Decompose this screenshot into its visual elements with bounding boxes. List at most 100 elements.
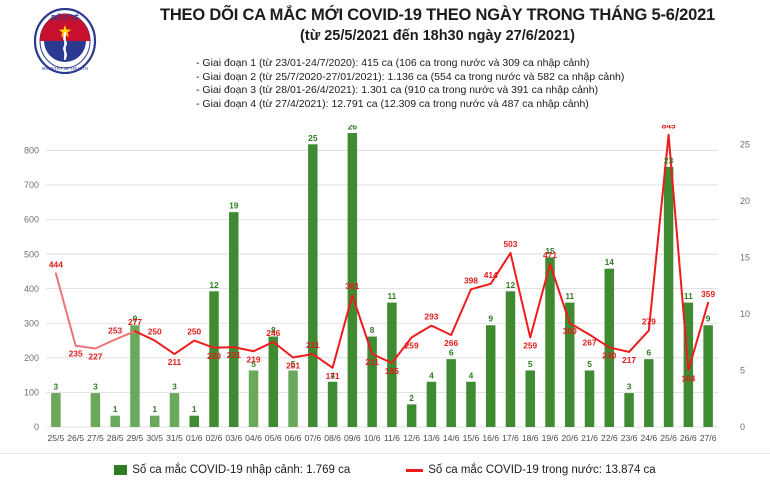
bar-09-6 — [347, 133, 358, 427]
line-series — [54, 133, 710, 372]
right-axis-tick: 20 — [740, 196, 750, 206]
bar-01-6 — [189, 415, 199, 427]
bar-25-6 — [663, 166, 674, 427]
x-axis-tick-30-5: 30/5 — [146, 433, 163, 443]
line-value-label: 219 — [247, 354, 261, 364]
left-axis-tick: 500 — [24, 249, 39, 259]
bar-29-5 — [130, 325, 140, 427]
right-axis-tick: 5 — [740, 366, 745, 376]
x-axis-tick-27-5: 27/5 — [87, 433, 104, 443]
bar-value-label: 3 — [93, 382, 98, 392]
x-axis-tick-25-6: 25/6 — [660, 433, 677, 443]
bar-15-6 — [466, 381, 476, 427]
bar-30-5 — [149, 415, 160, 427]
bar-18-6 — [525, 370, 535, 427]
line-value-label: 211 — [365, 357, 379, 367]
x-axis-tick-08-6: 08/6 — [324, 433, 341, 443]
bar-value-label: 4 — [330, 370, 335, 380]
phase-item-3: - Giai đoạn 3 (từ 28/01-26/4/2021): 1.30… — [196, 84, 599, 97]
bar-value-label: 2 — [409, 393, 414, 403]
bar-02-6 — [209, 291, 219, 427]
bar-value-label: 3 — [172, 382, 177, 392]
line-value-label: 359 — [701, 289, 715, 299]
bar-03-6 — [229, 212, 239, 427]
bar-31-5 — [169, 393, 180, 427]
line-value-label: 201 — [286, 360, 300, 370]
left-axis-tick: 200 — [24, 353, 39, 363]
x-axis-tick-20-6: 20/6 — [561, 433, 578, 443]
bar-23-6 — [624, 393, 634, 427]
bar-19-6 — [545, 257, 555, 427]
line-value-label: 164 — [681, 373, 695, 383]
bar-value-label: 4 — [469, 370, 474, 380]
bar-value-label: 6 — [449, 348, 454, 358]
bar-20-6 — [565, 302, 575, 427]
x-axis-tick-16-6: 16/6 — [482, 433, 499, 443]
bar-value-label: 14 — [605, 257, 615, 267]
legend-item-imported[interactable]: Số ca mắc COVID-19 nhập cảnh: 1.769 ca — [114, 464, 350, 476]
left-axis-tick: 300 — [24, 318, 39, 328]
chart-header: BỘ Y TẾ MINISTRY OF HEALTH THEO DÕI CA M… — [0, 0, 770, 122]
right-axis-tick: 10 — [740, 309, 750, 319]
x-axis-labels: 25/5 26/5 27/5 28/5 29/5 30/5 31/5 01/6 02/6 03/6… — [0, 428, 770, 452]
bar-value-label: 1 — [113, 404, 118, 414]
line-value-label: 398 — [464, 275, 478, 285]
x-axis-tick-24-6: 24/6 — [640, 433, 657, 443]
legend-item-domestic[interactable]: Số ca mắc COVID-19 trong nước: 13.874 ca — [406, 464, 656, 476]
line-value-label: 300 — [563, 326, 577, 336]
bar-value-label: 23 — [664, 155, 674, 165]
bar-value-label: 11 — [565, 291, 574, 301]
bar-value-label: 15 — [545, 246, 555, 256]
bar-value-label: 5 — [291, 359, 296, 369]
bar-07-6 — [308, 144, 318, 428]
bar-21-6 — [584, 370, 595, 427]
bar-value-label: 6 — [646, 348, 651, 358]
line-value-label: 444 — [49, 259, 63, 269]
bar-17-6 — [505, 291, 516, 427]
x-axis-tick-23-6: 23/6 — [621, 433, 638, 443]
bar-value-label: 5 — [251, 359, 256, 369]
x-axis-tick-12-6: 12/6 — [403, 433, 420, 443]
line-segment-main — [133, 133, 710, 372]
bar-10-6 — [367, 336, 377, 427]
x-axis-tick-28-5: 28/5 — [107, 433, 124, 443]
line-value-label: 259 — [523, 340, 537, 350]
line-value-label: 253 — [108, 325, 122, 335]
legend-bar-swatch-icon — [114, 465, 128, 475]
x-axis-tick-21-6: 21/6 — [581, 433, 598, 443]
right-axis-tick: 25 — [740, 140, 750, 150]
x-axis-tick-11-6: 11/6 — [384, 433, 400, 443]
left-axis-tick: 700 — [24, 180, 39, 190]
bar-12-6 — [406, 404, 417, 427]
line-value-label: 471 — [543, 250, 557, 260]
line-value-label: 211 — [306, 340, 320, 350]
bar-28-5 — [110, 415, 120, 427]
x-axis-tick-17-6: 17/6 — [502, 433, 519, 443]
bar-value-label: 5 — [528, 359, 533, 369]
line-segment-early — [54, 272, 136, 350]
x-axis-tick-07-6: 07/6 — [304, 433, 321, 443]
legend-label-imported: Số ca mắc COVID-19 nhập cảnh: 1.769 ca — [132, 464, 351, 476]
x-axis-tick-14-6: 14/6 — [443, 433, 460, 443]
x-axis-tick-18-6: 18/6 — [522, 433, 539, 443]
x-axis-tick-03-6: 03/6 — [225, 433, 242, 443]
bar-value-labels: 3 319131121958525426811246491251511514362… — [54, 125, 711, 414]
phase-summary-list: - Giai đoạn 1 (từ 23/01-24/7/2020): 415 … — [196, 57, 756, 111]
bar-value-label: 1 — [152, 404, 157, 414]
line-value-label: 230 — [602, 350, 616, 360]
bar-value-label: 8 — [271, 325, 276, 335]
bar-04-6 — [248, 370, 259, 427]
line-value-label: 277 — [128, 317, 142, 327]
left-axis-tick: 0 — [34, 422, 39, 432]
bar-27-5 — [90, 393, 101, 427]
bar-16-6 — [485, 325, 496, 427]
left-axis-labels: 0 100 200 300 400 500 600 700 800 — [24, 145, 39, 432]
left-axis-tick: 400 — [24, 284, 39, 294]
bar-series — [51, 133, 713, 428]
bar-value-label: 11 — [684, 291, 693, 301]
bar-value-label: 3 — [54, 382, 59, 392]
x-axis-tick-04-6: 04/6 — [245, 433, 262, 443]
bar-13-6 — [426, 381, 437, 427]
line-value-label: 266 — [444, 338, 458, 348]
